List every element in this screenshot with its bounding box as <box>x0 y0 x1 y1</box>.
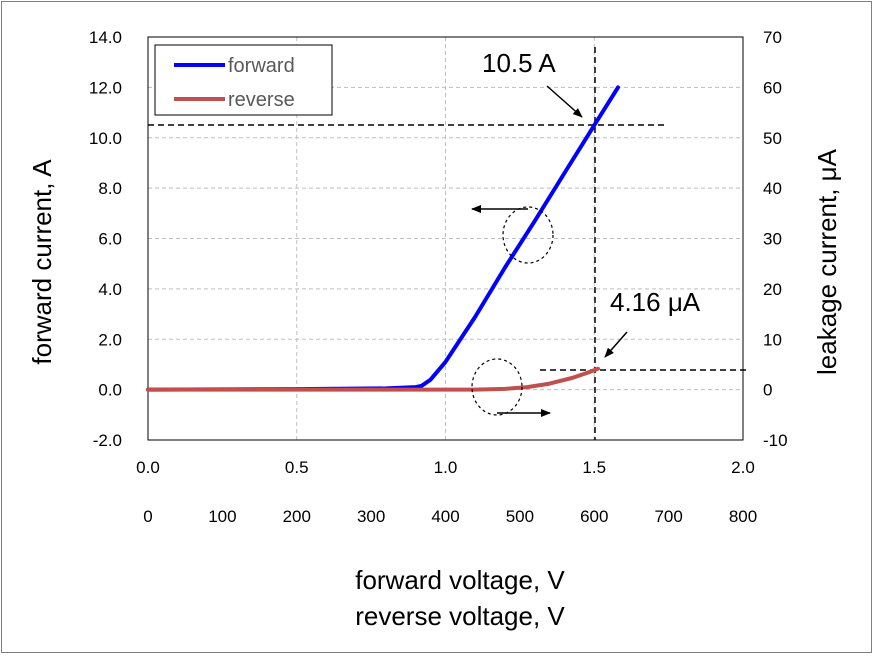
plot-area <box>147 36 744 441</box>
legend-label-reverse: reverse <box>228 89 295 111</box>
x-primary-tick-label: 1.5 <box>582 458 606 477</box>
y-left-axis-title: forward current, A <box>27 159 57 365</box>
x-secondary-tick-label: 200 <box>283 507 311 526</box>
y-right-axis-title: leakage current, μA <box>812 148 842 375</box>
x-secondary-tick-label: 0 <box>143 507 152 526</box>
y-left-tick-label: 8.0 <box>98 179 122 198</box>
annotation-arrow-10-5A <box>546 85 583 118</box>
y-left-tick-label: 4.0 <box>98 280 122 299</box>
y-left-tick-label: 2.0 <box>98 330 122 349</box>
legend: forward reverse <box>154 44 333 116</box>
y-left-tick-label: 12.0 <box>89 78 122 97</box>
x-primary-tick-label: 0.0 <box>136 458 160 477</box>
series-lines <box>146 85 620 392</box>
forward-axis-indicator-circle <box>502 206 554 264</box>
y-right-tick-label: 60 <box>763 78 782 97</box>
y-right-tick-label: 10 <box>763 330 782 349</box>
reverse-axis-indicator-circle <box>471 358 523 416</box>
x-primary-tick-label: 1.0 <box>434 458 458 477</box>
y-left-tick-label: 14.0 <box>89 28 122 47</box>
legend-box <box>154 44 333 116</box>
y-left-tick-label: -2.0 <box>93 431 122 450</box>
tick-labels: -2.0 0.0 2.0 4.0 6.0 8.0 10.0 12.0 14.0 -10 0 10 20 3… <box>89 28 788 526</box>
y-left-tick-label: 0.0 <box>98 381 122 400</box>
x-secondary-tick-label: 300 <box>357 507 385 526</box>
y-right-tick-label: 30 <box>763 230 782 249</box>
x-secondary-tick-label: 600 <box>580 507 608 526</box>
x-secondary-tick-label: 700 <box>654 507 682 526</box>
y-right-tick-label: -10 <box>763 431 788 450</box>
x-primary-tick-label: 2.0 <box>731 458 755 477</box>
legend-label-forward: forward <box>228 55 295 77</box>
x-secondary-tick-label: 800 <box>729 507 757 526</box>
x-primary-axis-title: forward voltage, V <box>355 565 565 595</box>
x-secondary-tick-label: 400 <box>431 507 459 526</box>
y-right-tick-label: 0 <box>763 381 772 400</box>
y-left-tick-label: 10.0 <box>89 129 122 148</box>
x-secondary-tick-label: 100 <box>208 507 236 526</box>
annotation-4-16uA: 4.16 μA <box>610 287 701 317</box>
annotation-10-5A: 10.5 A <box>482 48 556 78</box>
y-right-tick-label: 70 <box>763 28 782 47</box>
y-right-tick-label: 20 <box>763 280 782 299</box>
series-line-reverse <box>146 366 600 392</box>
x-secondary-axis-title: reverse voltage, V <box>355 601 565 631</box>
y-right-tick-label: 40 <box>763 179 782 198</box>
x-primary-tick-label: 0.5 <box>285 458 309 477</box>
y-right-tick-label: 50 <box>763 129 782 148</box>
y-left-tick-label: 6.0 <box>98 230 122 249</box>
annotation-arrow-4-16uA <box>604 331 628 358</box>
x-secondary-tick-label: 500 <box>506 507 534 526</box>
